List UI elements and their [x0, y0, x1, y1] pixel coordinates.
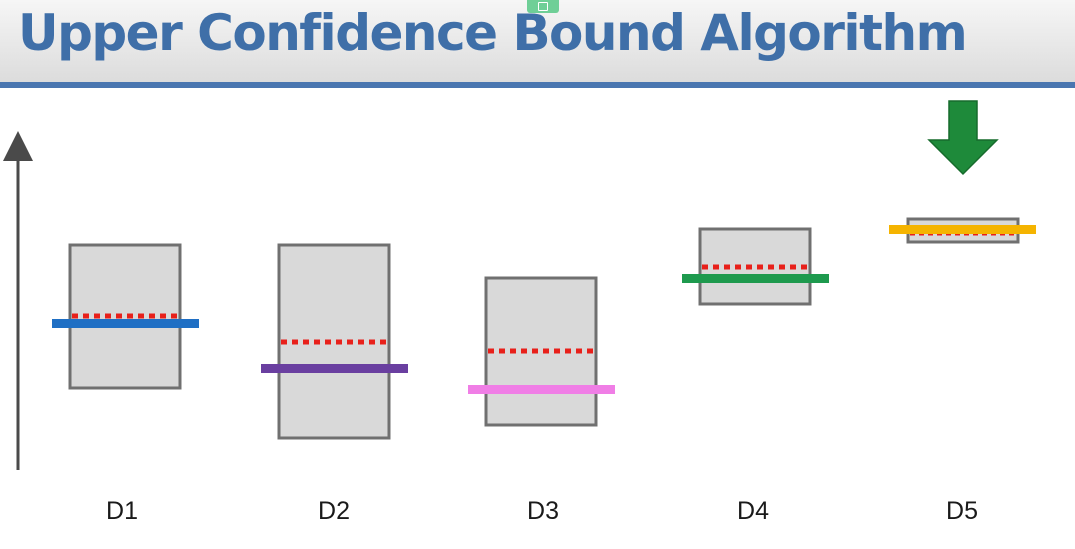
- observed-average-line: [889, 225, 1036, 234]
- slide-title: Upper Confidence Bound Algorithm: [18, 4, 968, 62]
- distribution-d4: D4: [682, 227, 829, 525]
- distribution-label: D1: [106, 497, 138, 525]
- distribution-label: D4: [737, 497, 769, 525]
- distribution-label: D5: [946, 497, 978, 525]
- distribution-d2: D2: [261, 243, 408, 525]
- green-down-arrow-icon: [927, 100, 999, 176]
- distribution-d3: D3: [468, 276, 615, 525]
- window-restore-icon[interactable]: [527, 0, 559, 13]
- distribution-label: D3: [527, 497, 559, 525]
- title-bar: Upper Confidence Bound Algorithm: [0, 0, 1075, 82]
- distribution-label: D2: [318, 497, 350, 525]
- distribution-d1: D1: [52, 243, 199, 525]
- observed-average-line: [261, 364, 408, 373]
- observed-average-line: [682, 274, 829, 283]
- header-divider: [0, 82, 1075, 88]
- observed-average-line: [468, 385, 615, 394]
- distribution-d5: D5: [889, 217, 1036, 525]
- observed-average-line: [52, 319, 199, 328]
